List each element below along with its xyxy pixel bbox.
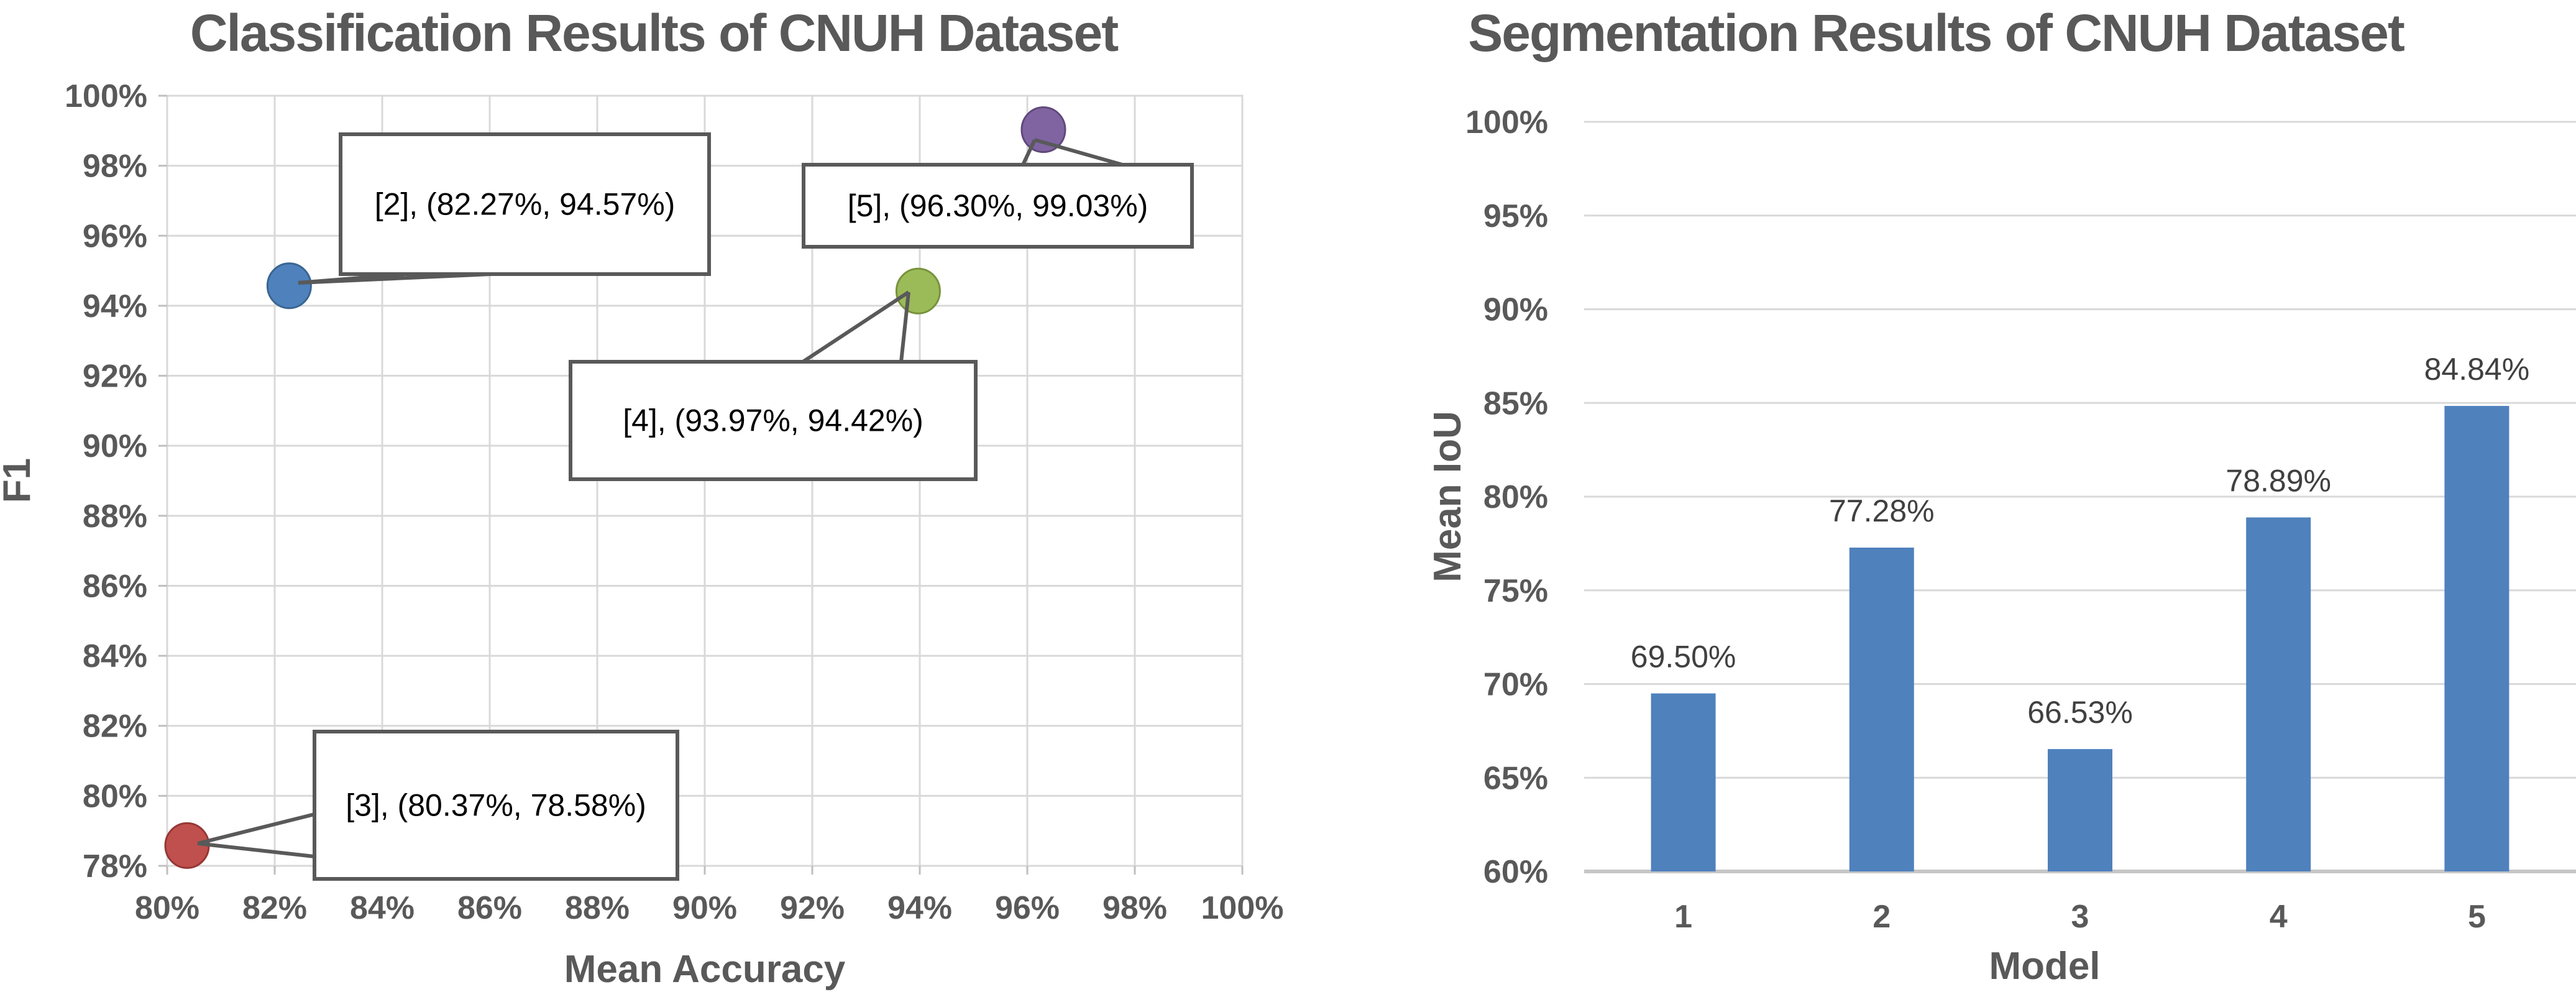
callout-tail (1034, 138, 1123, 167)
callout-4: [4], (93.97%, 94.42%) (569, 290, 978, 481)
x-tick-label: 90% (672, 890, 737, 926)
left-chart-title: Classification Results of CNUH Dataset (190, 4, 1118, 62)
data-point-4 (895, 267, 941, 315)
y-tick-label: 90% (83, 428, 147, 464)
callout-2: [2], (82.27%, 94.57%) (298, 132, 711, 285)
right-y-axis-title: Mean IoU (1426, 411, 1469, 582)
bar-value-label: 84.84% (2424, 352, 2530, 387)
bar-value-label: 69.50% (1631, 640, 1736, 674)
right-x-tick-labels: 1 2 3 4 5 (1674, 899, 2486, 935)
scatter-callouts: [2], (82.27%, 94.57%) [5], (96.30%, 99.03… (197, 132, 1194, 881)
x-category-label: 3 (2071, 899, 2089, 935)
segmentation-bar-chart: 69.50% 77.28% 66.53% 78.89% 84.84% 100% 95% 90… (1426, 4, 2576, 988)
y-tick-label: 75% (1483, 573, 1548, 609)
left-y-axis-title: F1 (0, 458, 39, 503)
y-tick-label: 70% (1483, 667, 1548, 703)
callout-tail (1021, 139, 1037, 166)
x-category-label: 1 (1674, 899, 1692, 935)
x-category-label: 2 (1872, 899, 1891, 935)
y-tick-label: 86% (83, 568, 147, 604)
callout-box (569, 360, 978, 481)
bar-model-2 (1849, 548, 1914, 871)
y-tick-label: 82% (83, 709, 147, 745)
x-tick-label: 80% (135, 890, 199, 926)
x-tick-label: 84% (350, 890, 415, 926)
x-tick-label: 96% (995, 890, 1060, 926)
y-tick-label: 96% (83, 218, 147, 254)
bar-model-3 (2048, 749, 2112, 871)
left-x-tick-labels: 80% 82% 84% 86% 88% 90% 92% 94% 96% 98% 100% (135, 890, 1284, 926)
callout-label: [2], (82.27%, 94.57%) (375, 187, 676, 222)
bar-model-5 (2444, 406, 2510, 871)
x-tick-label: 92% (780, 890, 845, 926)
x-tick-label: 98% (1102, 890, 1167, 926)
y-tick-label: 85% (1483, 385, 1548, 421)
y-tick-label: 80% (83, 778, 147, 814)
bar-model-4 (2246, 517, 2311, 871)
x-category-label: 5 (2468, 899, 2486, 935)
classification-scatter-chart: 100% 98% 96% 94% 92% 90% 88% 86% 84% 82% 80% 78% 80… (0, 4, 1284, 991)
bar-value-labels: 69.50% 77.28% 66.53% 78.89% 84.84% (1631, 352, 2529, 730)
y-tick-label: 94% (83, 288, 147, 324)
right-gridlines (1584, 121, 2576, 873)
right-y-tick-labels: 100% 95% 90% 85% 80% 75% 70% 65% 60% (1465, 104, 1548, 890)
y-tick-label: 65% (1483, 760, 1548, 796)
y-tick-label: 88% (83, 498, 147, 535)
callout-tail (197, 812, 315, 845)
bar-value-label: 78.89% (2225, 463, 2331, 498)
callout-box (802, 163, 1194, 249)
y-tick-label: 84% (83, 638, 147, 674)
callout-3: [3], (80.37%, 78.58%) (197, 730, 679, 881)
left-y-tick-labels: 100% 98% 96% 94% 92% 90% 88% 86% 84% 82% 80% 78% (65, 78, 147, 884)
callout-label: [4], (93.97%, 94.42%) (623, 403, 924, 438)
y-tick-label: 92% (83, 359, 147, 395)
callout-box (339, 132, 711, 276)
callout-5: [5], (96.30%, 99.03%) (802, 138, 1194, 249)
y-tick-label: 100% (1465, 104, 1548, 140)
y-tick-label: 80% (1483, 479, 1548, 515)
right-x-axis-title: Model (1989, 945, 2100, 988)
y-tick-label: 60% (1483, 854, 1548, 890)
scatter-points (164, 106, 1066, 869)
callout-label: [5], (96.30%, 99.03%) (848, 188, 1148, 223)
bar-value-label: 66.53% (2027, 695, 2133, 730)
callout-tail (197, 842, 315, 858)
bar-value-label: 77.28% (1829, 494, 1935, 528)
y-tick-label: 95% (1483, 198, 1548, 234)
x-tick-label: 88% (565, 890, 630, 926)
callout-label: [3], (80.37%, 78.58%) (346, 788, 646, 823)
y-tick-label: 100% (65, 78, 147, 114)
right-chart-title: Segmentation Results of CNUH Dataset (1468, 4, 2404, 62)
y-tick-label: 98% (83, 149, 147, 185)
left-x-axis-title: Mean Accuracy (564, 948, 846, 991)
bars (1651, 406, 2510, 871)
x-tick-label: 100% (1201, 890, 1284, 926)
x-tick-label: 86% (457, 890, 522, 926)
y-tick-label: 90% (1483, 292, 1548, 328)
bar-model-1 (1651, 693, 1716, 871)
callout-box (313, 730, 679, 881)
x-category-label: 4 (2270, 899, 2288, 935)
x-tick-label: 82% (242, 890, 307, 926)
y-tick-label: 78% (83, 848, 147, 884)
callout-tail (899, 292, 910, 362)
data-point-2 (266, 262, 312, 310)
callout-tail (802, 290, 910, 364)
x-tick-label: 94% (887, 890, 952, 926)
